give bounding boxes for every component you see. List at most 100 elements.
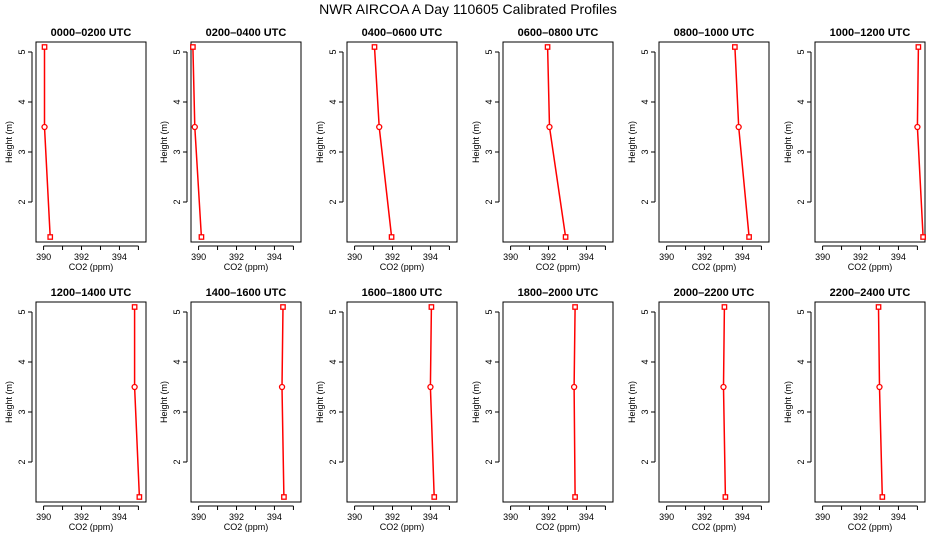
- y-tick-label: 3: [172, 149, 182, 154]
- plot-frame: [346, 41, 458, 243]
- y-tick-label: 3: [17, 409, 27, 414]
- y-tick-label: 5: [796, 309, 806, 314]
- data-point: [131, 383, 138, 391]
- x-tick-label: 392: [697, 512, 712, 522]
- x-tick-label: 390: [815, 252, 830, 262]
- data-point: [281, 494, 287, 500]
- data-point: [371, 44, 378, 50]
- y-tick-label: 3: [640, 409, 650, 414]
- y-tick-label: 4: [172, 359, 182, 364]
- plot-frame: [814, 41, 926, 243]
- y-tick-label: 2: [172, 199, 182, 204]
- data-point: [431, 494, 438, 500]
- x-tick-label: 394: [423, 252, 438, 262]
- data-point: [388, 234, 395, 240]
- profile-line: [546, 46, 567, 238]
- x-tick-label: 390: [191, 252, 206, 262]
- y-tick-label: 2: [328, 199, 338, 204]
- y-tick-label: 4: [328, 359, 338, 364]
- x-tick-label: 390: [36, 252, 51, 262]
- profile-line: [573, 306, 576, 498]
- y-tick-label: 4: [328, 99, 338, 104]
- y-axis-label: Height (m): [159, 381, 169, 423]
- x-tick-label: 392: [541, 512, 556, 522]
- profile-line: [722, 306, 727, 498]
- x-axis-label: CO2 (ppm): [692, 262, 737, 272]
- x-axis-label: CO2 (ppm): [536, 522, 581, 532]
- y-tick-label: 2: [640, 459, 650, 464]
- y-tick-label: 2: [640, 199, 650, 204]
- data-point: [278, 383, 286, 391]
- plot-frame: [502, 301, 614, 503]
- panel-title: 0600–0800 UTC: [518, 27, 599, 39]
- plot-frame: [502, 41, 614, 243]
- data-point: [41, 123, 48, 131]
- y-axis-label: Height (m): [315, 381, 325, 423]
- y-tick-label: 4: [17, 359, 27, 364]
- x-tick-label: 392: [385, 252, 400, 262]
- y-tick-label: 3: [484, 149, 494, 154]
- x-tick-label: 394: [267, 252, 282, 262]
- profile-line: [281, 306, 285, 498]
- x-tick-label: 394: [891, 512, 906, 522]
- x-tick-label: 392: [385, 512, 400, 522]
- y-tick-label: 3: [328, 409, 338, 414]
- data-point: [191, 123, 198, 131]
- y-tick-label: 5: [640, 309, 650, 314]
- x-axis-label: CO2 (ppm): [380, 262, 425, 272]
- plot-frame: [35, 301, 147, 503]
- y-axis-label: Height (m): [4, 121, 14, 163]
- y-tick-label: 5: [17, 309, 27, 314]
- panel-title: 1200–1400 UTC: [51, 287, 132, 299]
- data-point: [190, 44, 196, 50]
- data-point: [41, 44, 48, 50]
- data-point: [914, 123, 921, 131]
- x-tick-label: 390: [36, 512, 51, 522]
- y-tick-label: 5: [328, 309, 338, 314]
- data-point: [572, 304, 578, 310]
- data-point: [722, 494, 729, 500]
- y-tick-label: 4: [484, 99, 494, 104]
- y-tick-label: 5: [484, 309, 494, 314]
- data-point: [746, 234, 752, 240]
- plot-frame: [658, 41, 770, 243]
- y-tick-label: 5: [172, 309, 182, 314]
- x-axis-label: CO2 (ppm): [536, 262, 581, 272]
- x-tick-label: 390: [659, 252, 674, 262]
- x-tick-label: 394: [267, 512, 282, 522]
- x-axis-label: CO2 (ppm): [848, 522, 893, 532]
- panel-title: 1800–2000 UTC: [518, 287, 599, 299]
- data-point: [546, 123, 553, 131]
- y-tick-label: 3: [796, 149, 806, 154]
- panel-title: 0000–0200 UTC: [51, 27, 132, 39]
- x-tick-label: 394: [112, 512, 127, 522]
- x-tick-label: 390: [503, 252, 518, 262]
- x-axis-label: CO2 (ppm): [224, 262, 269, 272]
- x-tick-label: 390: [815, 512, 830, 522]
- y-axis-label: Height (m): [315, 121, 325, 163]
- y-tick-label: 2: [17, 199, 27, 204]
- data-point: [544, 44, 551, 50]
- y-tick-label: 5: [172, 49, 182, 54]
- data-point: [131, 304, 138, 310]
- plot-frame: [814, 301, 926, 503]
- x-tick-label: 390: [347, 512, 362, 522]
- y-axis-label: Height (m): [783, 121, 793, 163]
- x-tick-label: 392: [853, 512, 868, 522]
- data-point: [735, 123, 742, 131]
- panel-title: 1600–1800 UTC: [362, 287, 443, 299]
- y-axis-label: Height (m): [627, 381, 637, 423]
- data-point: [920, 234, 926, 240]
- x-tick-label: 392: [74, 512, 89, 522]
- data-point: [876, 383, 883, 391]
- y-tick-label: 2: [172, 459, 182, 464]
- x-tick-label: 390: [659, 512, 674, 522]
- profile-line: [192, 46, 203, 238]
- x-axis-label: CO2 (ppm): [69, 522, 114, 532]
- y-tick-label: 5: [328, 49, 338, 54]
